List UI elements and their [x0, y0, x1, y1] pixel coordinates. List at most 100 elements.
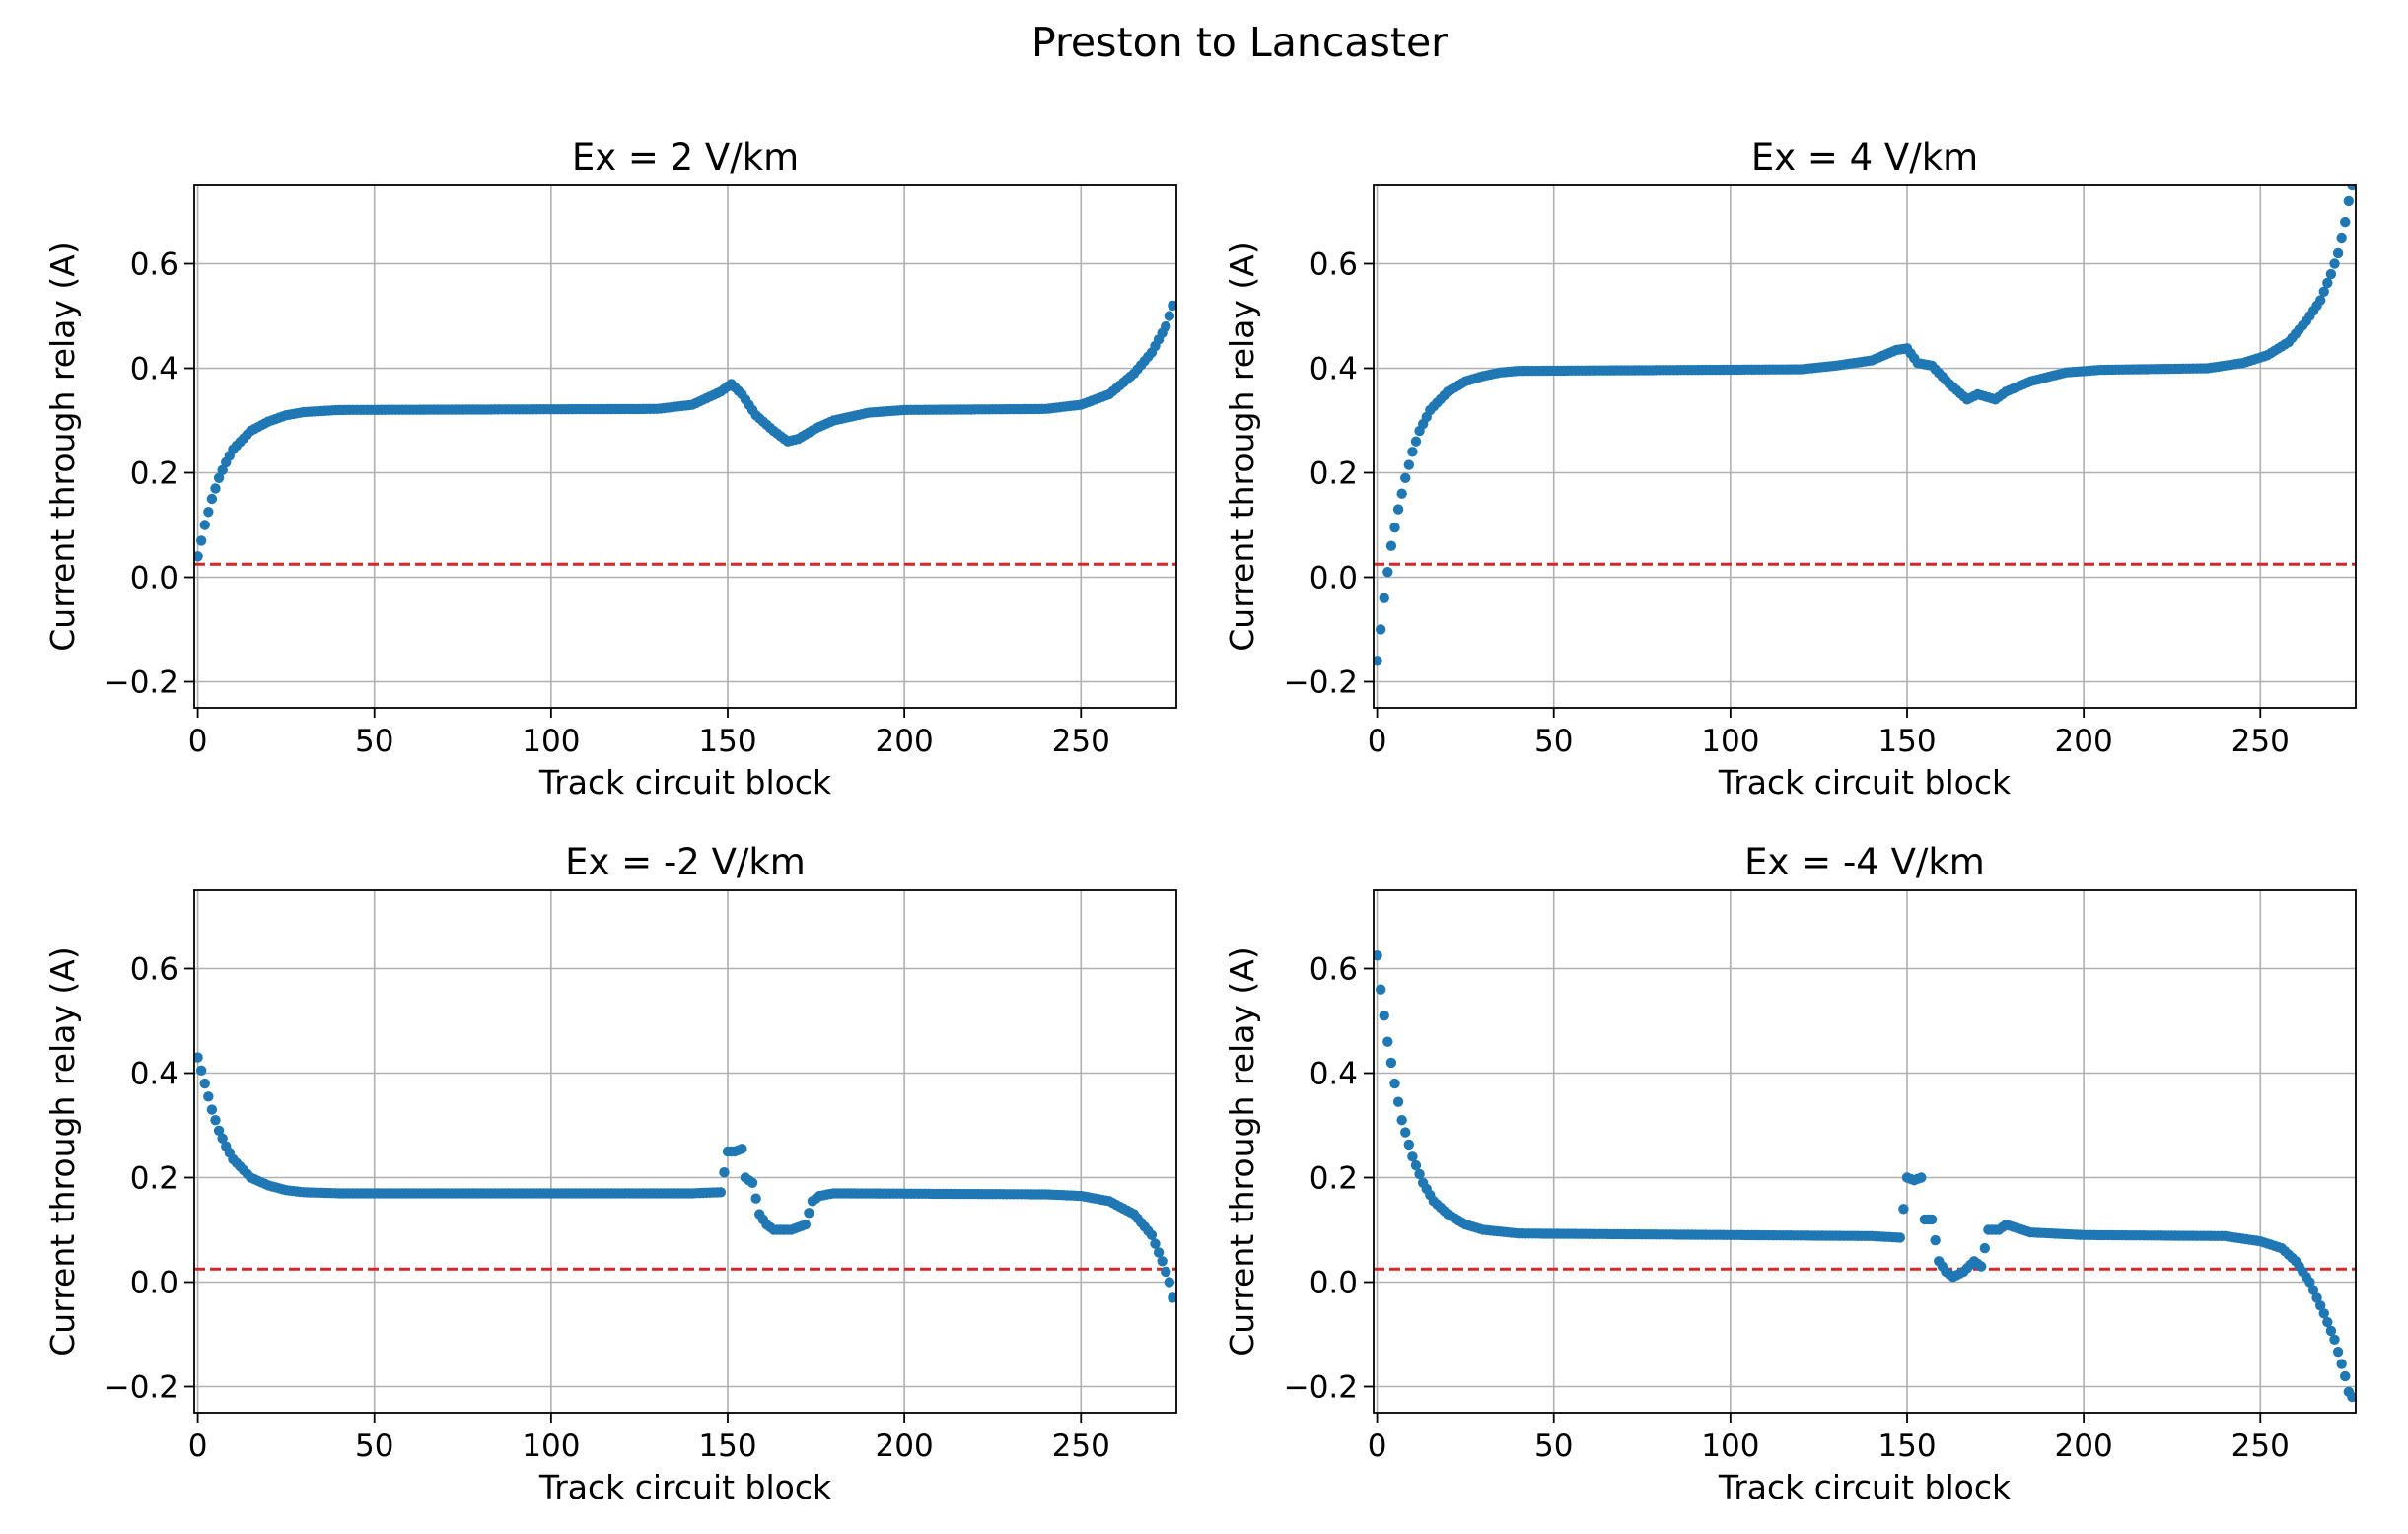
data-point — [217, 1133, 228, 1144]
x-axis-label: Track circuit block — [1718, 1468, 2012, 1506]
data-point — [1164, 311, 1175, 321]
data-point — [2340, 1370, 2351, 1382]
y-tick-label: 0.4 — [1310, 1057, 1358, 1092]
data-point — [1168, 300, 1176, 312]
y-tick-label: 0.0 — [1310, 1266, 1358, 1301]
data-point — [194, 551, 203, 562]
x-tick-label: 0 — [1368, 724, 1387, 759]
data-point — [1389, 1078, 1400, 1089]
x-tick-label: 150 — [698, 1429, 756, 1464]
data-point — [737, 1144, 747, 1154]
data-point — [2325, 268, 2337, 280]
data-point — [1379, 1011, 1389, 1021]
data-point — [1930, 1234, 1941, 1246]
axes-frame — [193, 184, 1177, 709]
data-point — [217, 464, 228, 476]
y-axis-label: Current through relay (A) — [1223, 242, 1261, 651]
data-point — [199, 520, 210, 530]
x-tick-label: 50 — [355, 724, 393, 759]
data-point — [213, 472, 225, 483]
data-point — [1979, 1242, 1991, 1254]
data-point — [2325, 1325, 2337, 1337]
y-tick-label: 0.0 — [130, 1266, 178, 1301]
data-point — [1375, 984, 1386, 995]
data-point — [199, 1078, 210, 1089]
data-point — [1379, 593, 1389, 603]
data-point — [750, 1193, 761, 1204]
data-point — [1410, 436, 1422, 447]
axes-frame — [1373, 889, 2357, 1414]
x-tick-label: 100 — [1701, 724, 1759, 759]
data-point — [1150, 1238, 1161, 1249]
data-point — [2347, 1391, 2356, 1403]
data-point — [2322, 1316, 2333, 1328]
subplot-title: Ex = -4 V/km — [1744, 841, 1985, 883]
y-tick-label: −0.2 — [105, 1370, 178, 1406]
x-tick-label: 200 — [876, 724, 934, 759]
data-point — [1161, 320, 1171, 332]
y-tick-label: −0.2 — [1284, 1370, 1358, 1406]
data-point — [203, 507, 214, 518]
subplot-ex-neg2: 0 50 100 150 200 250 −0.2 0.0 0.2 0.4 0.6 Ex = -2 V… — [43, 841, 1177, 1506]
data-point — [1157, 1256, 1168, 1267]
x-tick-label: 250 — [2231, 724, 2290, 759]
data-point — [1374, 656, 1382, 666]
y-tick-label: 0.0 — [130, 561, 178, 596]
data-point — [1894, 1232, 1906, 1243]
y-axis-label: Current through relay (A) — [43, 946, 82, 1356]
data-point — [719, 1167, 730, 1178]
data-point — [1382, 1036, 1393, 1047]
x-tick-label: 150 — [698, 724, 756, 759]
data-point — [1926, 1214, 1938, 1225]
y-tick-label: −0.2 — [1284, 665, 1358, 701]
data-point — [1389, 522, 1400, 533]
data-point — [195, 535, 207, 546]
y-tick-label: 0.6 — [130, 247, 178, 283]
x-tick-label: 0 — [188, 724, 208, 759]
y-tick-label: 0.2 — [130, 1161, 178, 1197]
data-point — [1382, 567, 1393, 578]
data-point — [210, 1115, 221, 1126]
data-point — [2347, 185, 2356, 191]
data-point — [206, 493, 218, 505]
y-tick-label: 0.4 — [130, 352, 178, 387]
data-point — [2311, 1292, 2322, 1303]
data-point — [1392, 504, 1404, 515]
x-tick-label: 150 — [1877, 724, 1936, 759]
subplot-title: Ex = 2 V/km — [572, 136, 799, 178]
data-point — [206, 1104, 218, 1115]
data-points — [1374, 185, 2356, 666]
y-tick-label: 0.4 — [1310, 352, 1358, 387]
data-point — [2314, 1300, 2326, 1311]
subplot-ex-4: 0 50 100 150 200 250 −0.2 0.0 0.2 0.4 0.6 Ex = 4 V/… — [1223, 136, 2357, 802]
data-point — [1153, 1247, 1165, 1258]
x-axis-label: Track circuit block — [1718, 763, 2012, 802]
data-point — [210, 483, 221, 494]
subplot-title: Ex = -2 V/km — [565, 841, 806, 883]
data-point — [2332, 1346, 2344, 1358]
y-tick-label: 0.2 — [1310, 1161, 1358, 1197]
data-point — [2329, 1334, 2340, 1346]
data-point — [195, 1065, 207, 1077]
data-point — [2343, 195, 2355, 207]
x-tick-label: 50 — [1534, 1429, 1573, 1464]
y-tick-label: 0.2 — [130, 456, 178, 492]
data-point — [2318, 286, 2329, 297]
data-point — [1976, 1261, 1987, 1272]
figure-title: Preston to Lancaster — [1031, 19, 1448, 66]
x-tick-label: 100 — [522, 1429, 580, 1464]
data-point — [213, 1125, 225, 1137]
data-point — [1916, 1172, 1927, 1183]
data-point — [2340, 216, 2351, 228]
data-point — [1410, 1159, 1422, 1171]
x-tick-label: 200 — [2055, 1429, 2113, 1464]
x-tick-label: 50 — [355, 1429, 393, 1464]
data-point — [2322, 277, 2333, 289]
x-axis-label: Track circuit block — [538, 1468, 832, 1506]
data-point — [1161, 1266, 1171, 1278]
data-point — [2332, 247, 2344, 259]
y-tick-label: 0.0 — [1310, 561, 1358, 596]
x-tick-label: 250 — [1052, 1429, 1110, 1464]
y-tick-label: 0.6 — [130, 952, 178, 988]
x-tick-label: 200 — [876, 1429, 934, 1464]
